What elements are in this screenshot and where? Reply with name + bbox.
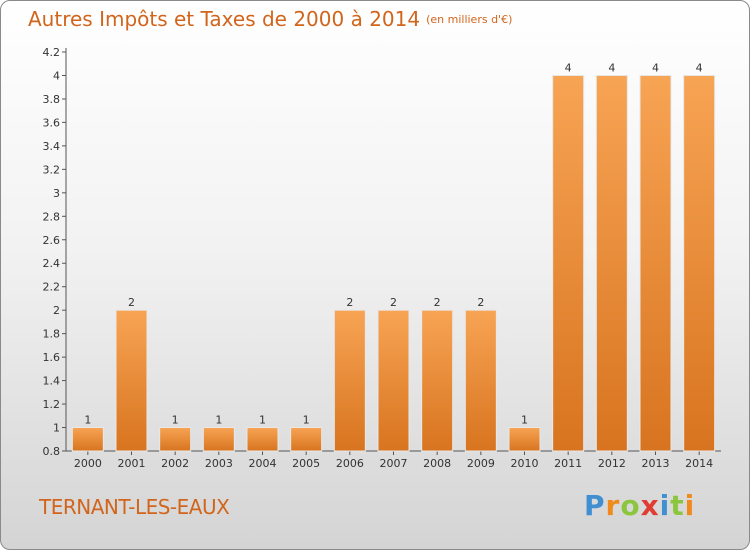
y-tick-label: 3 [53,187,60,200]
data-label: 2 [434,296,441,309]
data-labels: 1 2 1 1 1 1 2 2 2 2 1 4 4 4 4 [84,61,702,426]
bar-2004 [246,427,279,452]
x-tick-label: 2011 [554,457,582,470]
logo-letter: i [659,489,671,522]
data-label: 2 [477,296,484,309]
y-tick-label: 1.4 [43,375,61,388]
y-tick-label: 4 [53,69,60,82]
y-tick-label: 3.4 [43,140,61,153]
x-tick-label: 2003 [205,457,233,470]
y-axis: 0.8 1 1.2 1.4 1.6 1.8 2 2.2 2.4 2.6 2.8 3 3.2 3.4 3.6 3… [43,46,67,458]
bar-2012 [595,74,628,452]
bars [71,74,716,452]
data-label: 1 [259,414,266,427]
bar-2010 [508,427,541,452]
bar-2003 [202,427,235,452]
logo-letter: r [605,489,621,522]
bar-2008 [421,309,454,452]
x-tick-label: 2008 [423,457,451,470]
logo-letter: i [684,489,696,522]
bar-2000 [71,427,104,452]
y-tick-label: 4.2 [43,46,61,59]
y-tick-label: 2 [53,304,60,317]
data-label: 4 [652,61,659,74]
bar-2006 [333,309,366,452]
data-label: 2 [390,296,397,309]
x-tick-label: 2001 [118,457,146,470]
y-tick-label: 1.2 [43,398,61,411]
x-tick-label: 2014 [685,457,713,470]
data-label: 1 [303,414,310,427]
y-tick-label: 2.8 [43,210,61,223]
x-tick-label: 2005 [292,457,320,470]
x-tick-label: 2013 [642,457,670,470]
logo-letter: P [584,489,606,522]
y-tick-label: 2.4 [43,257,61,270]
y-tick-label: 1 [53,422,60,435]
logo-letter: t [670,489,685,522]
bar-2007 [377,309,410,452]
logo-letter: o [620,489,641,522]
data-label: 1 [172,414,179,427]
x-axis: 2000 2001 2002 2003 2004 2005 2006 2007 2008 2009… [66,450,721,470]
data-label: 1 [215,414,222,427]
x-tick-label: 2000 [74,457,102,470]
bar-2011 [552,74,585,452]
bar-2001 [115,309,148,452]
commune-name: TERNANT-LES-EAUX [39,495,230,519]
y-tick-label: 2.2 [43,281,61,294]
y-tick-label: 1.6 [43,351,61,364]
logo-letter: x [640,489,660,522]
y-tick-label: 2.6 [43,234,61,247]
data-label: 1 [521,414,528,427]
y-tick-label: 3.6 [43,116,61,129]
y-tick-label: 0.8 [43,445,61,458]
x-tick-label: 2006 [336,457,364,470]
y-tick-label: 3.2 [43,163,61,176]
bar-2013 [639,74,672,452]
y-tick-label: 3.8 [43,93,61,106]
data-label: 2 [128,296,135,309]
proxiti-logo: Proxiti [584,489,695,522]
x-tick-label: 2002 [161,457,189,470]
x-tick-label: 2012 [598,457,626,470]
data-label: 1 [84,414,91,427]
bar-2005 [290,427,323,452]
data-label: 4 [565,61,572,74]
bar-2002 [159,427,192,452]
data-label: 4 [696,61,703,74]
data-label: 4 [608,61,615,74]
bar-2014 [683,74,716,452]
x-tick-label: 2004 [249,457,277,470]
chart-title-text: Autres Impôts et Taxes de 2000 à 2014 [28,7,421,31]
data-label: 2 [346,296,353,309]
chart-title-unit: (en milliers d'€) [426,13,513,26]
y-tick-label: 1.8 [43,328,61,341]
x-tick-label: 2009 [467,457,495,470]
x-tick-label: 2010 [511,457,539,470]
chart-title: Autres Impôts et Taxes de 2000 à 2014 (en… [28,7,512,31]
x-tick-label: 2007 [380,457,408,470]
bar-2009 [464,309,497,452]
